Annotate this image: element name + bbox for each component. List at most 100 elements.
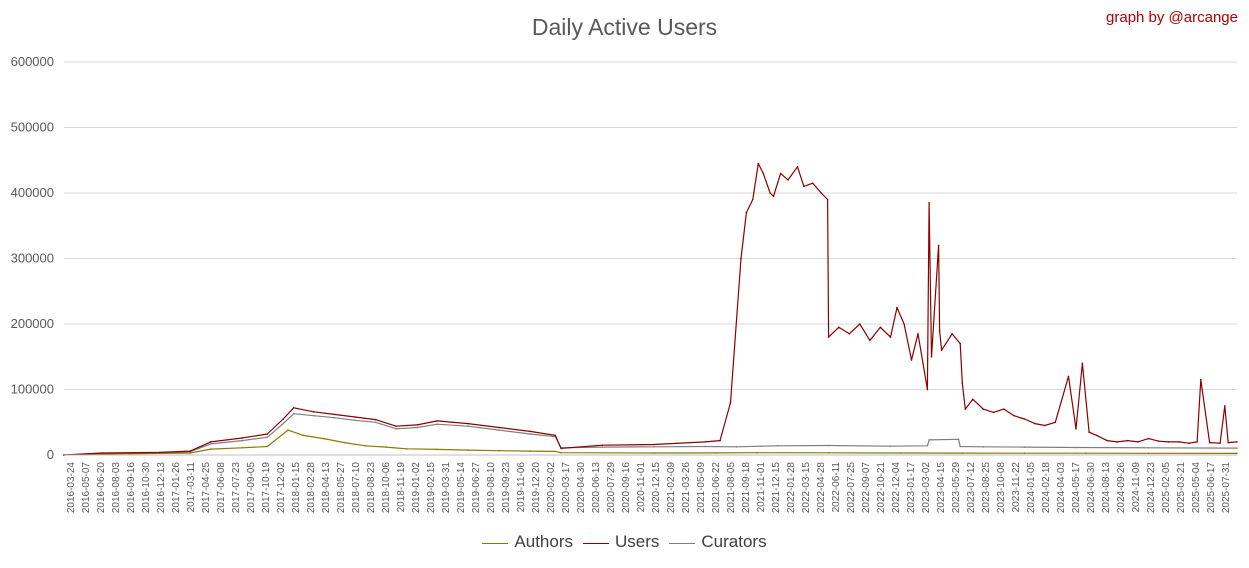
- data-point-users: [889, 336, 892, 338]
- data-point-curators: [436, 423, 439, 426]
- data-point-users: [333, 413, 336, 416]
- data-point-authors: [405, 448, 408, 450]
- data-point-users: [1054, 421, 1057, 424]
- data-point-authors: [529, 450, 531, 452]
- data-point-users: [292, 407, 295, 409]
- x-tick-label: 2022-01-28: [786, 462, 797, 514]
- data-point-users: [982, 408, 985, 410]
- data-point-users: [951, 333, 953, 335]
- data-point-authors: [343, 441, 346, 444]
- data-point-authors: [210, 448, 212, 450]
- data-point-users: [964, 408, 967, 410]
- x-tick-label: 2020-09-16: [621, 462, 632, 514]
- x-tick-label: 2023-05-29: [951, 462, 962, 514]
- data-point-authors: [266, 445, 269, 448]
- data-point-users: [1075, 428, 1077, 430]
- x-tick-label: 2019-05-14: [456, 462, 467, 514]
- legend-label-curators: Curators: [701, 532, 767, 551]
- x-tick-label: 2018-08-23: [366, 462, 377, 514]
- data-point-users: [859, 323, 861, 325]
- x-tick-label: 2018-05-27: [336, 462, 347, 514]
- data-point-users: [769, 192, 771, 194]
- x-tick-label: 2025-05-04: [1191, 462, 1202, 514]
- data-point-users: [158, 451, 161, 454]
- legend-label-authors: Authors: [514, 532, 573, 551]
- legend-label-users: Users: [615, 532, 660, 551]
- x-tick-label: 2024-04-03: [1056, 462, 1067, 514]
- y-axis-labels: 0 100000 200000 300000 400000 500000 600000: [11, 54, 54, 462]
- x-tick-label: 2017-09-05: [246, 462, 257, 514]
- x-tick-label: 2022-03-15: [801, 462, 812, 514]
- series-authors: [63, 429, 1238, 456]
- data-point-users: [1023, 418, 1026, 420]
- data-point-users: [869, 339, 871, 342]
- data-point-curators: [704, 445, 706, 448]
- data-point-curators: [467, 425, 469, 428]
- x-tick-label: 2019-09-23: [501, 462, 512, 514]
- x-tick-label: 2020-06-13: [591, 462, 602, 514]
- x-tick-label: 2021-12-15: [771, 462, 782, 514]
- x-tick-label: 2025-06-17: [1206, 462, 1217, 514]
- data-point-users: [1116, 441, 1118, 443]
- data-point-users: [762, 172, 765, 175]
- legend-item-users[interactable]: Users: [583, 532, 659, 552]
- data-point-users: [560, 447, 562, 450]
- series-line-curators: [63, 413, 1238, 456]
- x-tick-label: 2020-02-02: [546, 462, 557, 514]
- data-point-users: [772, 195, 775, 198]
- x-tick-label: 2018-11-19: [396, 462, 407, 513]
- data-point-authors: [364, 445, 367, 447]
- x-tick-label: 2021-02-09: [666, 462, 677, 514]
- y-tick-label: 600000: [11, 54, 54, 69]
- data-point-users: [972, 398, 974, 401]
- data-point-users: [653, 443, 655, 446]
- data-point-curators: [735, 446, 738, 448]
- x-tick-label: 2016-08-03: [111, 462, 122, 514]
- x-tick-label: 2025-03-21: [1176, 462, 1187, 514]
- legend-item-authors[interactable]: Authors: [482, 532, 573, 552]
- legend: Authors Users Curators: [0, 532, 1249, 552]
- x-tick-label: 2025-07-31: [1221, 462, 1232, 514]
- data-point-users: [779, 172, 782, 175]
- data-point-curators: [827, 444, 830, 447]
- y-tick-label: 500000: [11, 120, 54, 135]
- x-tick-label: 2024-01-05: [1026, 462, 1037, 514]
- legend-item-curators[interactable]: Curators: [669, 532, 767, 552]
- gridlines: [64, 61, 1237, 390]
- x-tick-label: 2019-02-15: [426, 462, 437, 514]
- legend-swatch-users: [583, 542, 609, 544]
- x-tick-label: 2024-06-30: [1086, 462, 1097, 514]
- series-line-authors: [63, 429, 1238, 456]
- x-tick-label: 2024-12-23: [1146, 462, 1157, 514]
- data-point-curators: [601, 446, 604, 448]
- x-tick-label: 2022-10-21: [876, 462, 887, 514]
- data-point-users: [554, 434, 557, 437]
- data-point-users: [757, 162, 760, 165]
- data-point-curators: [889, 445, 892, 448]
- x-tick-label: 2023-01-17: [906, 462, 917, 514]
- data-point-curators: [292, 412, 295, 415]
- x-tick-label: 2020-11-01: [636, 462, 647, 513]
- series-layer: [63, 162, 1238, 456]
- data-point-authors: [241, 447, 243, 449]
- data-point-curators: [333, 416, 336, 419]
- data-point-users: [266, 433, 269, 435]
- x-tick-label: 2017-03-11: [186, 462, 197, 513]
- data-point-authors: [323, 437, 325, 440]
- x-tick-label: 2020-04-30: [576, 462, 587, 514]
- data-point-users: [1106, 439, 1108, 442]
- data-point-curators: [1147, 447, 1150, 449]
- data-point-curators: [266, 436, 269, 439]
- data-point-curators: [776, 445, 779, 447]
- y-tick-label: 300000: [11, 251, 54, 266]
- data-point-users: [961, 382, 964, 384]
- x-tick-label: 2022-07-25: [846, 462, 857, 514]
- y-tick-label: 100000: [11, 382, 54, 397]
- x-tick-label: 2021-05-09: [696, 462, 707, 514]
- data-point-users: [992, 411, 995, 414]
- credit-label: graph by @arcange: [1106, 9, 1238, 26]
- x-tick-label: 2022-09-07: [861, 462, 872, 514]
- data-point-authors: [436, 448, 439, 451]
- legend-swatch-authors: [482, 542, 509, 544]
